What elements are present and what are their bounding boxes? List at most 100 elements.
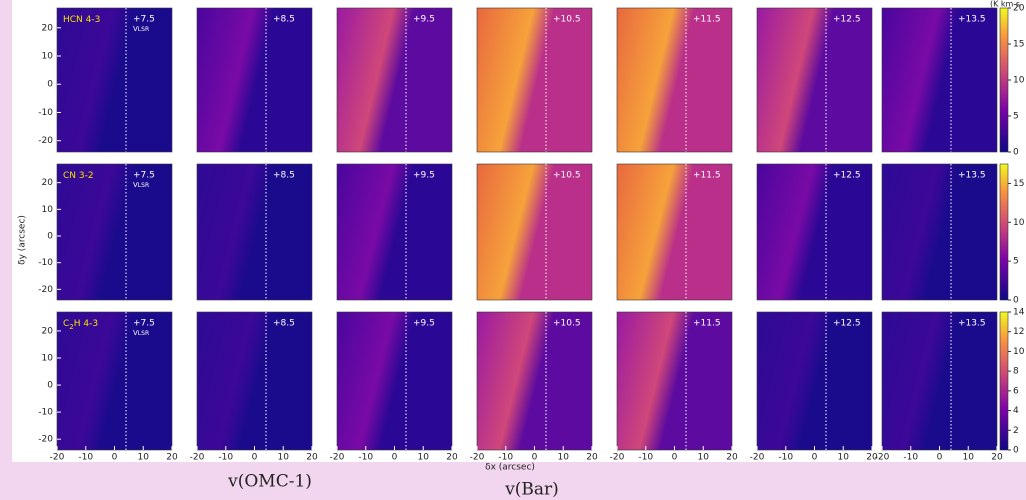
- x-tick-label: -10: [498, 453, 513, 463]
- channel-map: [881, 311, 998, 451]
- channel-map: [756, 311, 873, 451]
- x-tick-label: 10: [698, 453, 710, 463]
- x-tick-label: -10: [218, 453, 233, 463]
- molecule-part: C: [63, 319, 69, 329]
- vlsr-main: V: [133, 181, 138, 189]
- channel-map: [756, 163, 873, 301]
- channel-map: [881, 163, 998, 301]
- colorbar-tick-label: 20: [1013, 4, 1025, 14]
- colorbar-tick-label: 15: [1013, 179, 1024, 189]
- molecule-part: H 4-3: [74, 319, 98, 329]
- y-tick-label: 20: [42, 23, 54, 33]
- x-tick-label: 20: [306, 453, 318, 463]
- x-tick-label: -20: [750, 453, 765, 463]
- molecule-label: C2H 4-3: [63, 319, 98, 332]
- channel-map: [881, 7, 998, 153]
- velocity-label: +10.5: [553, 171, 581, 181]
- y-tick-label: 10: [42, 52, 54, 62]
- channel-map: [476, 163, 593, 301]
- left-strip: [0, 0, 12, 462]
- velocity-label: +11.5: [693, 15, 721, 25]
- vlsr-sub: LSR: [138, 26, 149, 33]
- x-tick-label: -20: [875, 453, 890, 463]
- x-tick-label: -10: [78, 453, 93, 463]
- velocity-label: +9.5: [413, 15, 435, 25]
- channel-map: [616, 163, 733, 301]
- velocity-label: +13.5: [958, 15, 986, 25]
- channel-map: [336, 311, 453, 451]
- colorbar-tick-label: 5: [1013, 112, 1019, 122]
- colorbar-tick-label: 10: [1013, 347, 1025, 357]
- x-axis-label: δx (arcsec): [485, 463, 535, 473]
- y-tick-label: 0: [47, 80, 53, 90]
- x-tick-label: -20: [50, 453, 65, 463]
- channel-map: [56, 7, 173, 153]
- x-tick-label: 20: [866, 453, 878, 463]
- x-tick-label: -20: [190, 453, 205, 463]
- vlsr-sub: LSR: [138, 182, 149, 189]
- colorbar-tick-label: 10: [1013, 218, 1025, 228]
- molecule-label: HCN 4-3: [63, 15, 100, 25]
- x-tick-label: 0: [252, 453, 258, 463]
- x-tick-label: 10: [558, 453, 570, 463]
- channel-map: [196, 163, 313, 301]
- colorbar-tick-label: 14: [1013, 308, 1025, 318]
- colorbar-tick-label: 15: [1013, 40, 1024, 50]
- velocity-label: +11.5: [693, 319, 721, 329]
- vlsr-main: V: [133, 25, 138, 33]
- channel-map: [616, 7, 733, 153]
- colorbar-tick-label: 0: [1013, 446, 1019, 456]
- velocity-label: +12.5: [833, 15, 861, 25]
- colorbar-tick-label: 6: [1013, 386, 1019, 396]
- x-tick-label: -10: [903, 453, 918, 463]
- y-axis-label: δy (arcsec): [18, 215, 28, 265]
- x-tick-label: 10: [963, 453, 975, 463]
- y-tick-label: -10: [38, 258, 53, 268]
- x-tick-label: 0: [672, 453, 678, 463]
- channel-map: [56, 163, 173, 301]
- y-tick-label: -10: [38, 108, 53, 118]
- x-tick-label: -10: [358, 453, 373, 463]
- molecule-part: CN 3-2: [63, 171, 94, 181]
- x-tick-label: 0: [532, 453, 538, 463]
- y-tick-label: 0: [47, 232, 53, 242]
- channel-map: [616, 311, 733, 451]
- channel-map: [196, 311, 313, 451]
- colorbar-tick-label: 0: [1013, 148, 1019, 158]
- colorbar-tick-label: 0: [1013, 296, 1019, 306]
- vlsr-label: VLSR: [133, 329, 149, 337]
- x-tick-label: -20: [330, 453, 345, 463]
- x-tick-label: 20: [166, 453, 178, 463]
- channel-map: [196, 7, 313, 153]
- colorbar-unit: (K km s: [990, 0, 1020, 9]
- colorbar: [999, 311, 1009, 451]
- channel-map: [336, 163, 453, 301]
- velocity-label: +12.5: [833, 171, 861, 181]
- molecule-part: HCN 4-3: [63, 15, 100, 25]
- vlsr-main: V: [133, 329, 138, 337]
- velocity-label: +10.5: [553, 319, 581, 329]
- x-tick-label: 10: [278, 453, 290, 463]
- omc-label: v(OMC-1): [227, 472, 312, 492]
- channel-map: [476, 311, 593, 451]
- y-tick-label: -10: [38, 408, 53, 418]
- x-tick-label: -20: [610, 453, 625, 463]
- colorbar-tick-label: 5: [1013, 257, 1019, 267]
- velocity-label: +8.5: [273, 15, 295, 25]
- y-tick-label: 10: [42, 205, 54, 215]
- x-tick-label: 10: [138, 453, 150, 463]
- x-tick-label: 0: [112, 453, 118, 463]
- velocity-label: +9.5: [413, 171, 435, 181]
- colorbar-tick-label: 12: [1013, 327, 1024, 337]
- y-tick-label: -20: [38, 285, 53, 295]
- x-tick-label: 20: [726, 453, 738, 463]
- colorbar: [999, 163, 1009, 301]
- velocity-label: +8.5: [273, 171, 295, 181]
- velocity-label: +9.5: [413, 319, 435, 329]
- x-tick-label: 20: [991, 453, 1003, 463]
- y-tick-label: 0: [47, 381, 53, 391]
- channel-map: [336, 7, 453, 153]
- molecule-sub: 2: [69, 323, 73, 331]
- velocity-label: +7.5: [133, 171, 155, 181]
- y-tick-label: 10: [42, 354, 54, 364]
